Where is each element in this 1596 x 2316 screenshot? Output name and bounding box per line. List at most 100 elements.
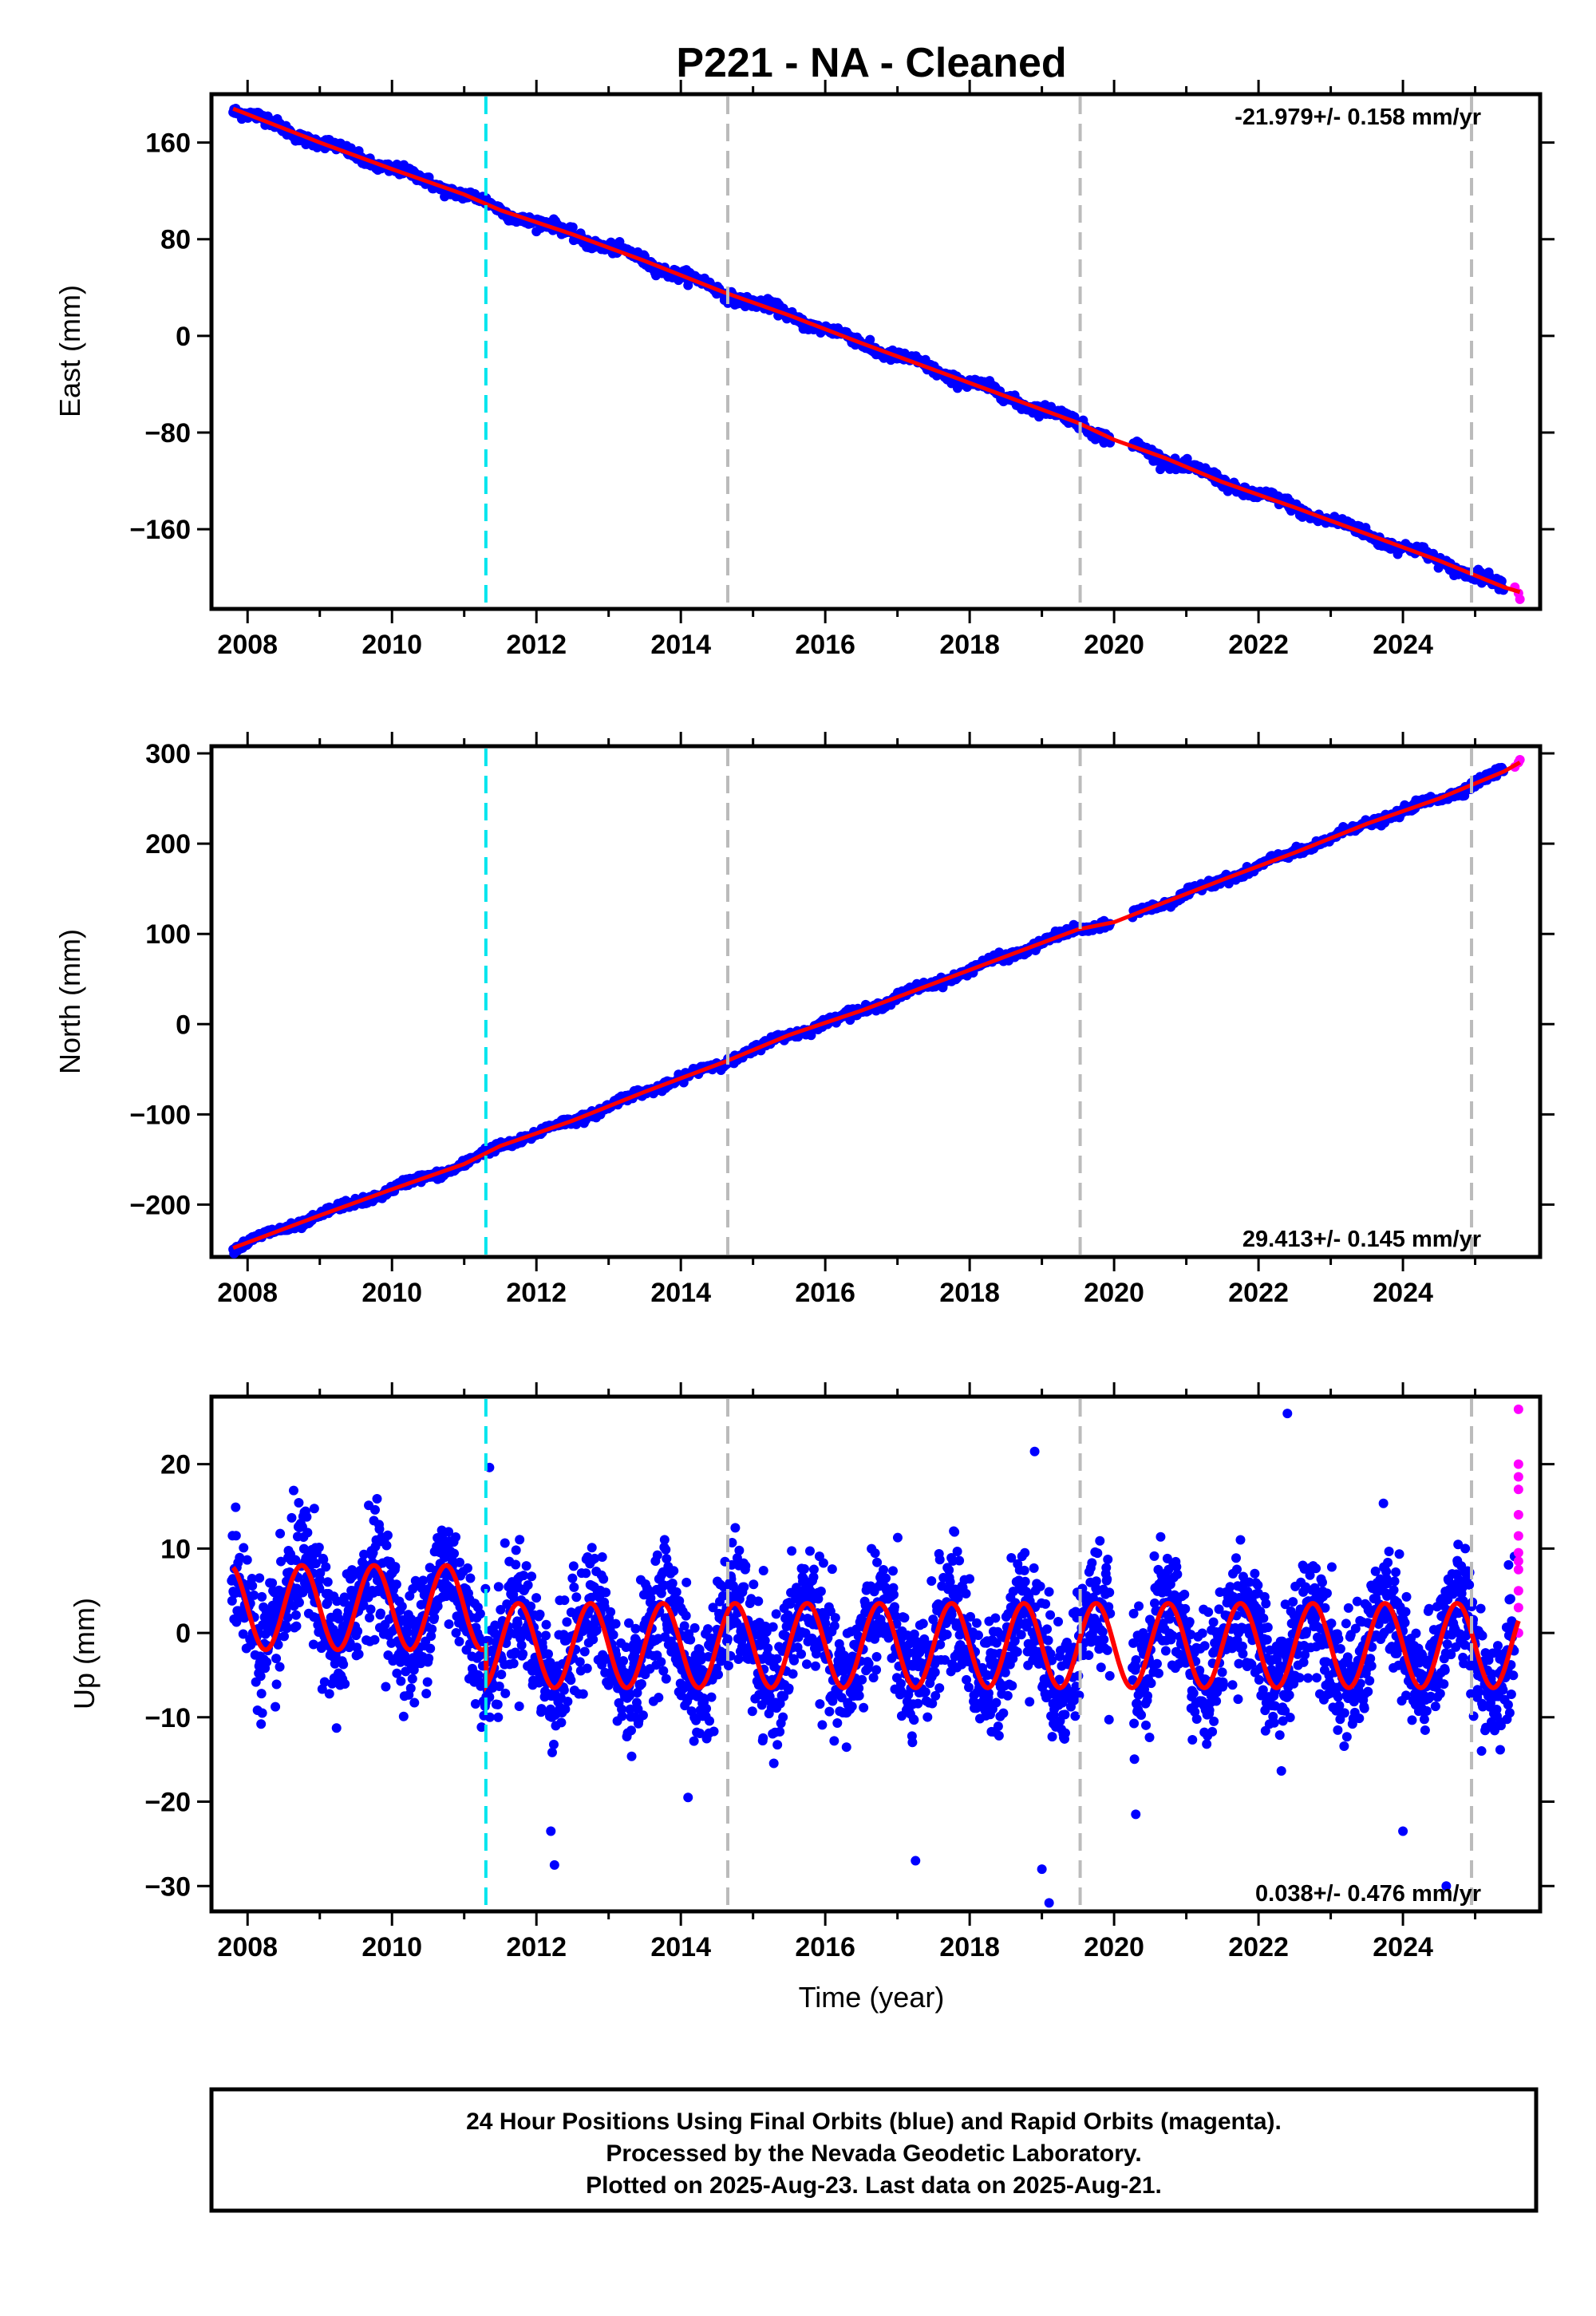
up-final-point xyxy=(879,1565,889,1575)
up-final-point xyxy=(994,1730,1004,1741)
up-final-point xyxy=(515,1535,525,1545)
up-final-point xyxy=(294,1498,304,1508)
up-final-point xyxy=(338,1659,349,1670)
up-final-point xyxy=(626,1751,637,1761)
up-final-point xyxy=(789,1655,800,1666)
east-x-tick-label: 2010 xyxy=(361,630,422,660)
up-final-point xyxy=(271,1654,282,1664)
up-final-point xyxy=(556,1717,567,1728)
up-final-point xyxy=(887,1566,898,1576)
up-final-point xyxy=(425,1643,436,1654)
east-y-tick-label: 80 xyxy=(160,225,191,255)
east-x-tick-label: 2012 xyxy=(506,630,567,660)
north-x-tick-label: 2014 xyxy=(650,1278,711,1308)
up-final-point xyxy=(396,1676,406,1686)
up-final-point xyxy=(407,1674,417,1684)
up-final-point xyxy=(526,1601,536,1611)
up-final-point xyxy=(288,1485,298,1496)
up-final-point xyxy=(582,1663,592,1674)
up-final-point xyxy=(832,1718,843,1729)
up-final-point xyxy=(514,1701,524,1711)
up-final-point xyxy=(800,1563,810,1574)
up-final-point xyxy=(952,1546,962,1556)
up-final-point xyxy=(309,1504,319,1514)
east-x-tick-label: 2014 xyxy=(650,630,711,660)
up-final-point xyxy=(741,1561,751,1571)
north-y-tick-label: 300 xyxy=(145,739,191,769)
east-x-tick-label: 2016 xyxy=(795,630,855,660)
up-final-point xyxy=(788,1669,798,1679)
up-final-point xyxy=(516,1640,527,1650)
up-final-point xyxy=(801,1659,812,1670)
up-final-point xyxy=(256,1689,267,1699)
east-final-point xyxy=(567,222,578,232)
east-points xyxy=(228,104,1525,604)
north-x-tick-label: 2018 xyxy=(939,1278,1000,1308)
up-final-point xyxy=(907,1737,918,1748)
up-final-point xyxy=(847,1701,857,1712)
up-final-point xyxy=(262,1657,272,1667)
east-rate-label: -21.979+/- 0.158 mm/yr xyxy=(1235,105,1481,130)
east-final-point xyxy=(865,334,875,345)
up-final-point xyxy=(758,1733,768,1743)
up-final-point xyxy=(722,1634,733,1644)
up-final-point xyxy=(271,1679,282,1690)
up-final-point xyxy=(568,1561,579,1571)
up-final-point xyxy=(455,1557,465,1567)
north-x-tick-label: 2010 xyxy=(361,1278,422,1308)
up-final-point xyxy=(817,1720,828,1730)
up-final-point xyxy=(508,1658,519,1669)
up-final-point xyxy=(626,1725,637,1736)
up-final-point xyxy=(918,1618,928,1629)
up-final-point xyxy=(279,1631,290,1642)
up-final-point xyxy=(382,1530,393,1540)
up-final-point xyxy=(870,1548,880,1559)
up-final-point xyxy=(830,1613,840,1623)
up-final-point xyxy=(579,1646,590,1657)
up-final-point xyxy=(451,1532,461,1543)
up-final-point xyxy=(511,1559,521,1570)
up-final-point xyxy=(824,1706,835,1717)
chart-title: P221 - NA - Cleaned xyxy=(676,40,1066,86)
up-final-point xyxy=(597,1551,607,1562)
up-final-point xyxy=(566,1675,576,1686)
up-final-point xyxy=(772,1740,783,1750)
up-final-point xyxy=(661,1544,671,1555)
up-final-point xyxy=(922,1712,933,1722)
up-final-point xyxy=(231,1531,241,1541)
up-final-point xyxy=(588,1634,598,1645)
up-final-point xyxy=(527,1571,537,1582)
up-final-point xyxy=(247,1581,258,1591)
up-final-point xyxy=(991,1697,1001,1708)
up-final-point xyxy=(475,1609,485,1619)
up-final-point xyxy=(892,1532,903,1543)
east-event-lines xyxy=(484,97,1474,607)
north-rate-label: 29.413+/- 0.145 mm/yr xyxy=(1242,1227,1481,1252)
up-final-point xyxy=(942,1630,952,1640)
up-final-point xyxy=(705,1716,715,1726)
up-final-point xyxy=(548,1739,559,1749)
east-x-tick-label: 2020 xyxy=(1084,630,1144,660)
up-final-point xyxy=(872,1557,883,1567)
up-final-point xyxy=(636,1679,646,1690)
up-final-point xyxy=(275,1528,286,1539)
up-final-point xyxy=(920,1687,930,1697)
north-y-tick-label: 0 xyxy=(176,1010,191,1040)
up-final-point xyxy=(578,1689,588,1699)
up-final-point xyxy=(322,1577,333,1587)
up-final-point xyxy=(990,1613,1001,1623)
up-final-point xyxy=(391,1579,401,1590)
up-final-point xyxy=(671,1587,681,1597)
up-final-point xyxy=(231,1502,241,1512)
north-x-tick-label: 2012 xyxy=(506,1278,567,1308)
up-final-point xyxy=(608,1630,618,1640)
up-final-point xyxy=(454,1636,464,1646)
up-final-point xyxy=(541,1630,551,1641)
up-final-point xyxy=(950,1527,960,1537)
up-final-point xyxy=(863,1658,874,1669)
east-y-tick-label: 160 xyxy=(145,128,191,159)
up-final-point xyxy=(257,1708,267,1718)
